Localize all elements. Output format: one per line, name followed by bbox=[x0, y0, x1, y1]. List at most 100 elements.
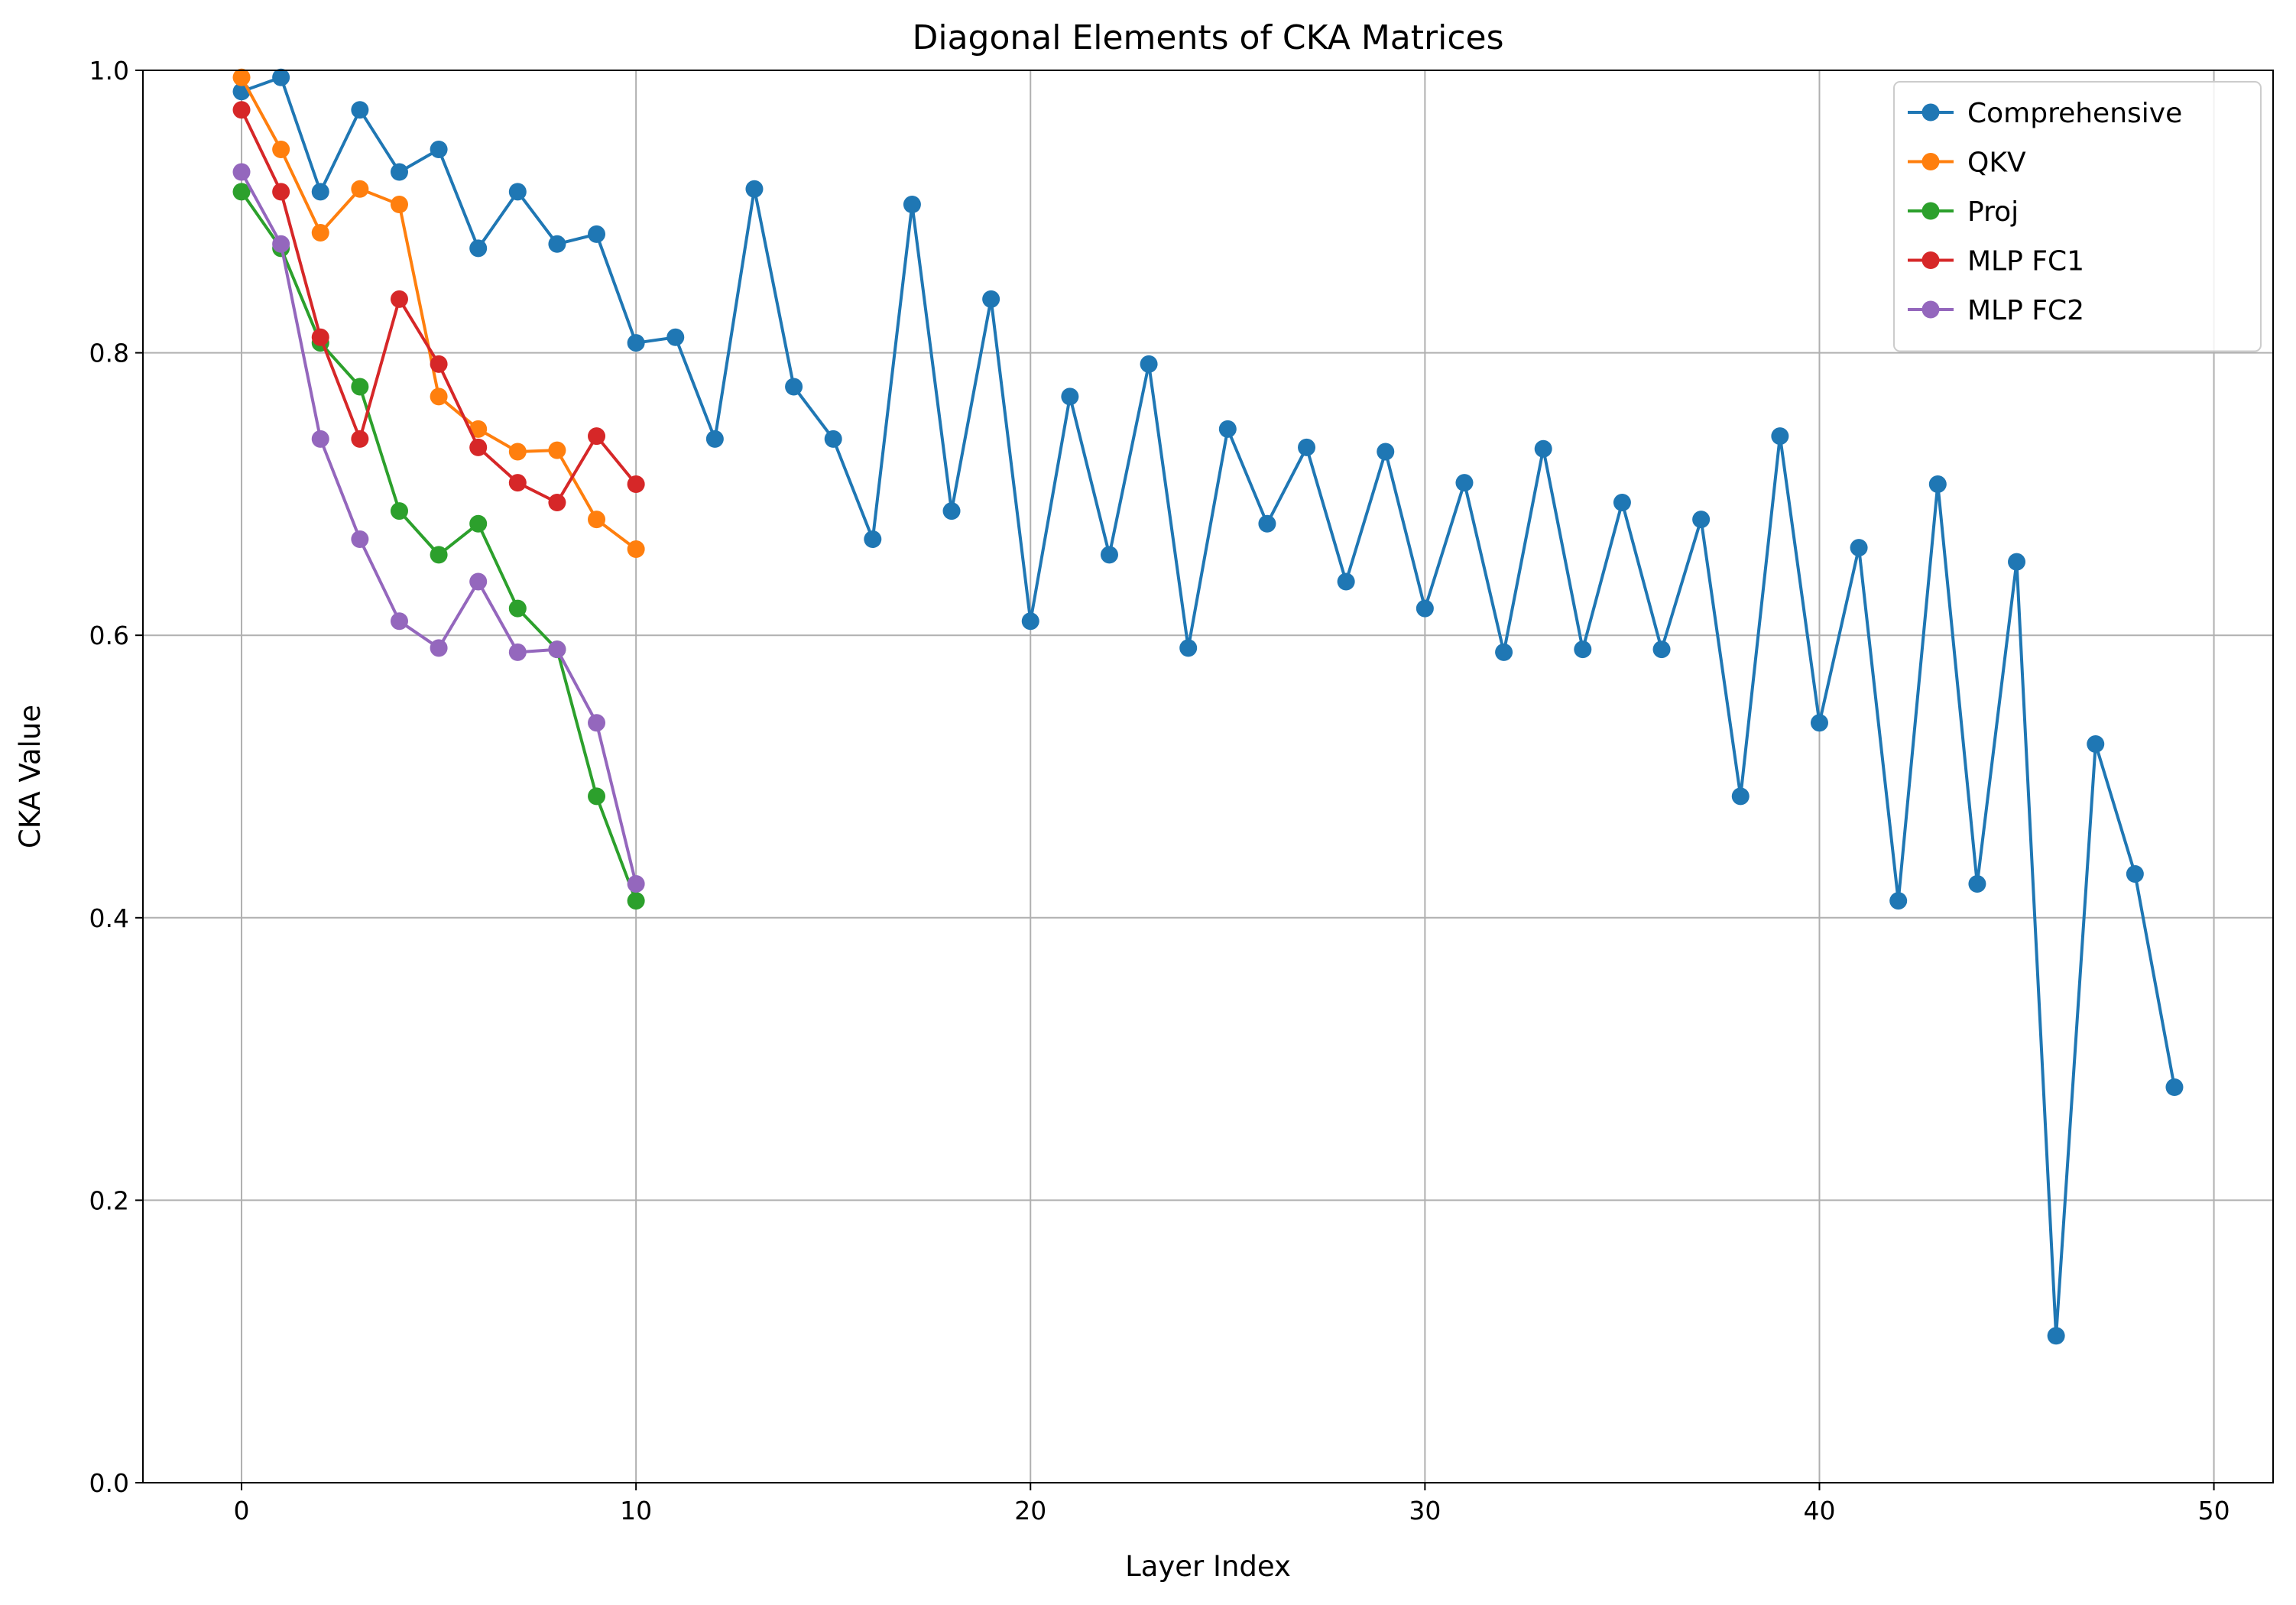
data-point bbox=[1455, 474, 1474, 492]
data-point bbox=[864, 530, 882, 549]
legend-marker bbox=[1921, 300, 1940, 319]
data-point bbox=[508, 643, 527, 661]
legend-box bbox=[1893, 81, 2262, 352]
data-point bbox=[232, 68, 251, 86]
data-point bbox=[1061, 387, 1079, 406]
series-comprehensive bbox=[232, 68, 2184, 1345]
data-point bbox=[1534, 439, 1552, 458]
data-point bbox=[311, 224, 329, 242]
data-point bbox=[390, 196, 408, 214]
data-point bbox=[903, 196, 921, 214]
y-tick-label: 0.6 bbox=[89, 621, 129, 650]
legend-item: QKV bbox=[1908, 148, 2026, 179]
data-point bbox=[1968, 874, 1986, 893]
legend-item: Comprehensive bbox=[1908, 98, 2182, 129]
data-point bbox=[785, 378, 803, 396]
data-point bbox=[2008, 553, 2026, 571]
data-point bbox=[430, 639, 448, 657]
data-point bbox=[2047, 1327, 2065, 1345]
chart-title: Diagonal Elements of CKA Matrices bbox=[912, 18, 1503, 57]
data-point bbox=[627, 540, 645, 558]
data-point bbox=[588, 225, 606, 243]
data-point bbox=[588, 714, 606, 732]
axis-ticks: 0 10 20 30 40 50 0.0 0.2 0.4 0.6 0.8 1.0 bbox=[89, 56, 2230, 1526]
data-point bbox=[351, 530, 369, 549]
data-point bbox=[1692, 511, 1711, 529]
data-point bbox=[1613, 493, 1631, 511]
data-point bbox=[311, 328, 329, 346]
data-point bbox=[627, 892, 645, 910]
series-qkv bbox=[232, 68, 645, 558]
data-point bbox=[469, 514, 488, 533]
y-tick-label: 0.4 bbox=[89, 903, 129, 933]
data-point bbox=[1928, 475, 1947, 493]
data-point bbox=[1889, 892, 1908, 910]
data-point bbox=[1337, 572, 1355, 591]
data-point bbox=[508, 599, 527, 618]
legend: Comprehensive QKV Proj MLP FC1 MLP FC2 bbox=[1893, 81, 2262, 352]
data-point bbox=[745, 180, 764, 198]
data-point bbox=[430, 355, 448, 373]
data-point bbox=[627, 475, 645, 493]
x-axis-label: Layer Index bbox=[1125, 1550, 1291, 1583]
data-point bbox=[1298, 438, 1316, 456]
data-point bbox=[1495, 643, 1513, 661]
data-point bbox=[232, 163, 251, 181]
data-point bbox=[2165, 1078, 2184, 1097]
data-point bbox=[588, 511, 606, 529]
legend-label: MLP FC2 bbox=[1967, 295, 2084, 326]
data-point bbox=[1652, 640, 1671, 659]
data-point bbox=[430, 140, 448, 158]
data-point bbox=[982, 290, 1000, 308]
data-point bbox=[588, 787, 606, 806]
legend-item: MLP FC2 bbox=[1908, 295, 2084, 326]
data-point bbox=[627, 334, 645, 352]
data-point bbox=[1140, 355, 1158, 373]
data-point bbox=[705, 430, 724, 448]
data-point bbox=[272, 140, 290, 158]
data-point bbox=[469, 438, 488, 456]
data-point bbox=[351, 101, 369, 119]
legend-item: MLP FC1 bbox=[1908, 246, 2084, 277]
data-point bbox=[272, 235, 290, 253]
data-point bbox=[1179, 639, 1198, 657]
data-point bbox=[1021, 612, 1039, 631]
data-point bbox=[390, 502, 408, 520]
data-point bbox=[351, 430, 369, 448]
data-point bbox=[548, 235, 566, 253]
x-tick-label: 30 bbox=[1409, 1496, 1441, 1526]
legend-marker bbox=[1921, 153, 1940, 170]
data-point bbox=[469, 420, 488, 438]
data-point bbox=[1771, 427, 1789, 446]
data-point bbox=[666, 328, 685, 346]
data-point bbox=[272, 68, 290, 86]
data-point bbox=[390, 612, 408, 631]
data-point bbox=[232, 101, 251, 119]
x-tick-label: 10 bbox=[620, 1496, 652, 1526]
data-point bbox=[942, 502, 961, 520]
data-point bbox=[1574, 640, 1592, 659]
data-point bbox=[588, 427, 606, 446]
legend-marker bbox=[1921, 103, 1940, 122]
x-tick-label: 40 bbox=[1803, 1496, 1835, 1526]
data-point bbox=[1258, 514, 1276, 533]
data-point bbox=[469, 239, 488, 258]
data-point bbox=[351, 180, 369, 198]
legend-label: MLP FC1 bbox=[1967, 246, 2084, 277]
data-point bbox=[430, 387, 448, 406]
data-point bbox=[508, 443, 527, 461]
data-point bbox=[232, 183, 251, 201]
data-point bbox=[390, 163, 408, 181]
y-axis-label: CKA Value bbox=[14, 705, 47, 848]
data-point bbox=[548, 493, 566, 511]
y-tick-label: 0.2 bbox=[89, 1185, 129, 1215]
y-tick-label: 0.0 bbox=[89, 1468, 129, 1498]
legend-label: Comprehensive bbox=[1967, 98, 2182, 129]
series-mlp-fc2 bbox=[232, 163, 645, 893]
data-point bbox=[1100, 546, 1118, 564]
legend-marker bbox=[1921, 202, 1940, 220]
data-point bbox=[430, 546, 448, 564]
legend-marker bbox=[1921, 251, 1940, 269]
grid bbox=[143, 70, 2273, 1483]
